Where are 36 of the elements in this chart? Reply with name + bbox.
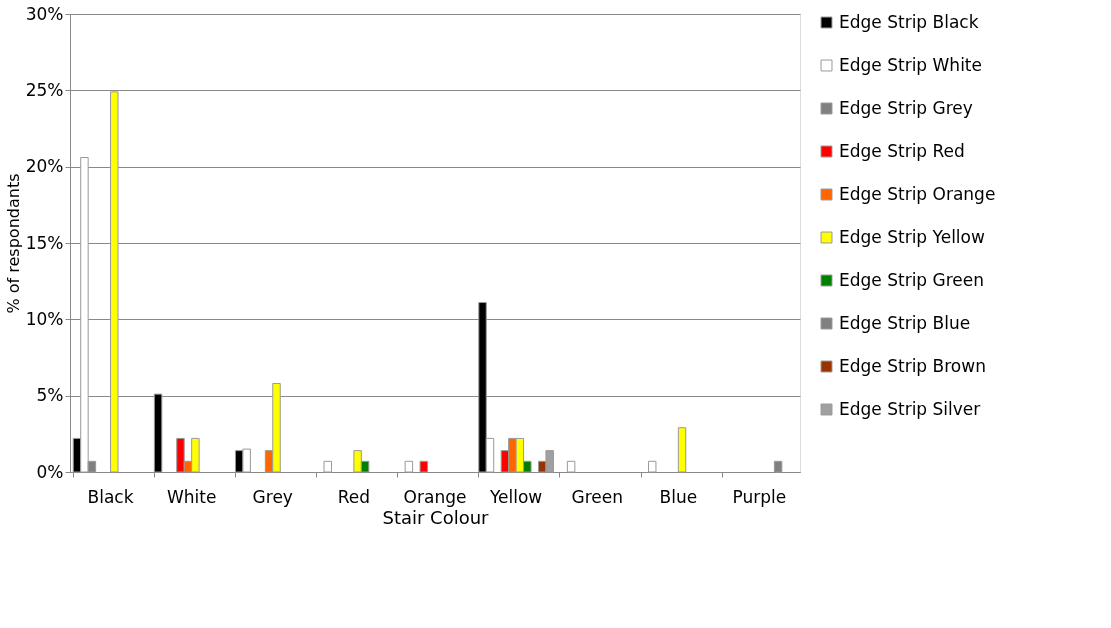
bar (647, 460, 657, 473)
bar (153, 393, 163, 473)
x-tick-label: Blue (659, 486, 698, 507)
y-tick-label: 10% (25, 308, 64, 329)
bar (419, 460, 429, 473)
y-axis-title: % of respondants (3, 173, 23, 314)
x-tick-label: Red (337, 486, 371, 507)
legend-label: Edge Strip Silver (839, 398, 981, 419)
legend-label: Edge Strip Brown (839, 355, 986, 376)
x-axis-title: Stair Colour (382, 506, 490, 528)
x-tick-label: Grey (252, 486, 293, 507)
legend-label: Edge Strip Red (839, 140, 965, 161)
legend-label: Edge Strip Blue (839, 312, 971, 333)
legend-label: Edge Strip Black (839, 11, 979, 32)
bar (404, 460, 414, 473)
bar (110, 91, 119, 473)
x-tick-label: Black (87, 486, 134, 507)
x-tick-label: Green (571, 486, 623, 507)
legend-label: Edge Strip Grey (839, 97, 973, 118)
x-tick-label: Purple (732, 486, 787, 507)
y-tick-label: 30% (25, 3, 64, 24)
y-tick-label: 0% (36, 461, 64, 482)
y-tick-label: 25% (25, 79, 64, 100)
x-tick-label: White (166, 486, 217, 507)
bar (566, 460, 576, 473)
y-tick-label: 20% (25, 156, 64, 177)
bar (323, 460, 332, 473)
legend-label: Edge Strip Yellow (839, 226, 985, 247)
legend-label: Edge Strip Orange (839, 183, 996, 204)
y-tick-label: 5% (36, 385, 64, 406)
bar (677, 427, 687, 473)
legend-label: Edge Strip White (839, 54, 982, 75)
legend-label: Edge Strip Green (839, 269, 985, 290)
x-tick-label: Yellow (488, 486, 543, 507)
x-tick-label: Orange (403, 486, 467, 507)
y-tick-label: 15% (25, 232, 64, 253)
